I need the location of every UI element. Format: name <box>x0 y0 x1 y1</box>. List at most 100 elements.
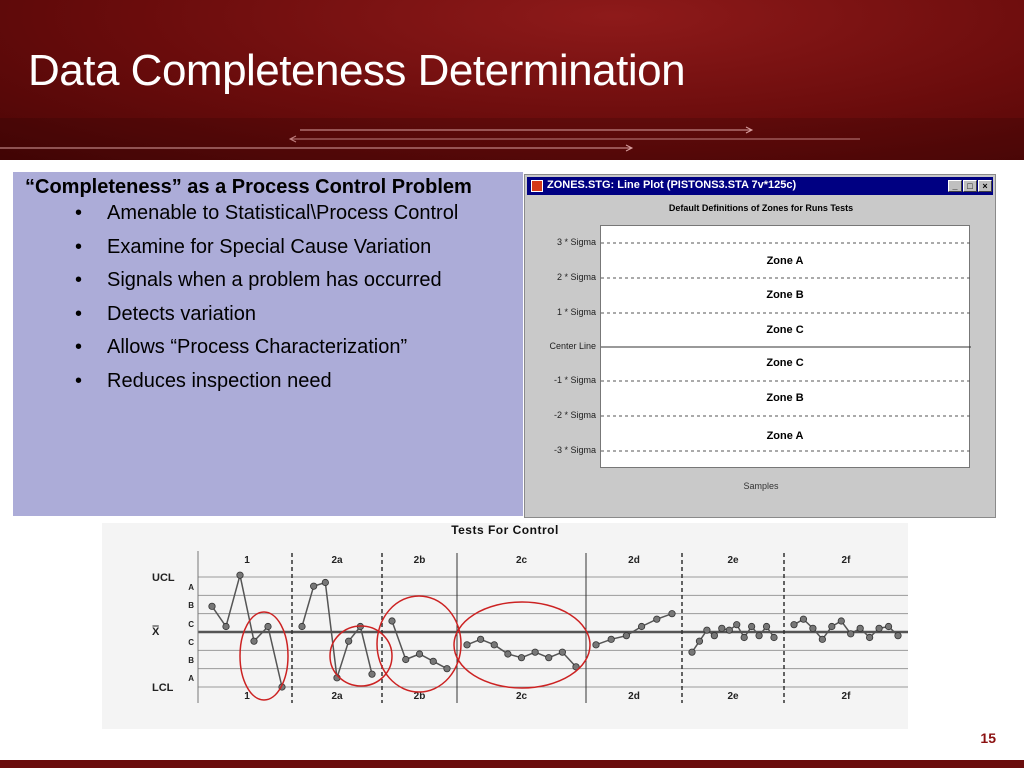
list-item: • Detects variation <box>13 303 458 337</box>
list-item: • Examine for Special Cause Variation <box>13 236 458 270</box>
app-icon <box>531 180 543 192</box>
data-point <box>688 648 696 656</box>
highlight-circle <box>329 625 393 687</box>
list-item: • Reduces inspection need <box>13 370 458 404</box>
y-label-2-sigma: 2 * Sigma <box>556 272 596 282</box>
zone-label: Zone B <box>766 392 804 404</box>
bullet-dot: • <box>75 336 83 358</box>
section-label-top: 2b <box>414 555 426 566</box>
plot-title: Default Definitions of Zones for Runs Te… <box>668 203 854 213</box>
data-point <box>875 624 883 632</box>
slide-header: Data Completeness Determination <box>0 0 1024 160</box>
list-item: • Amenable to Statistical\Process Control <box>13 202 458 236</box>
data-point <box>718 624 726 632</box>
data-point <box>884 622 893 631</box>
series-line <box>391 620 448 670</box>
bullet-panel: “Completeness” as a Process Control Prob… <box>13 172 523 516</box>
slide-title: Data Completeness Determination <box>28 46 686 95</box>
data-point <box>264 622 272 631</box>
data-point <box>558 648 566 656</box>
tests-for-control-chart: Tests For Control UCL A B C X̿ C B A LCL 1 2a 2b 2c 2… <box>102 523 908 729</box>
data-point <box>703 626 711 634</box>
bullet-text: Amenable to Statistical\Process Control <box>107 202 459 224</box>
y-label-1-sigma: 1 * Sigma <box>556 307 596 317</box>
maximize-button[interactable]: □ <box>963 180 977 192</box>
y-label-neg-1-sigma: -1 * Sigma <box>553 375 596 385</box>
bullet-dot: • <box>75 269 83 291</box>
data-point <box>388 617 396 625</box>
data-point <box>368 670 376 678</box>
data-point <box>443 665 451 673</box>
close-button[interactable]: × <box>978 180 992 192</box>
highlight-circle <box>453 601 591 689</box>
data-point <box>504 650 512 658</box>
series-line <box>595 612 673 646</box>
section-label-bottom: 2e <box>727 691 739 702</box>
data-point <box>477 635 485 643</box>
zone-label: Zone A <box>766 430 804 442</box>
y-label-neg-3-sigma: -3 * Sigma <box>553 445 596 455</box>
y-axis-label: C <box>188 620 194 629</box>
zone-label: Zone C <box>766 324 804 336</box>
header-arrows-decoration <box>0 126 860 152</box>
y-axis-label: LCL <box>152 682 174 694</box>
bullet-text: Signals when a problem has occurred <box>107 269 442 291</box>
bullet-dot: • <box>75 369 83 392</box>
data-point <box>755 632 763 640</box>
data-point <box>837 617 845 625</box>
data-point <box>415 650 424 658</box>
data-point <box>725 626 733 634</box>
data-point <box>208 602 216 610</box>
section-label-bottom: 2b <box>414 691 426 702</box>
slide-footer-bar <box>0 760 1024 768</box>
data-point <box>236 571 244 579</box>
section-label-bottom: 2f <box>842 691 852 702</box>
zone-label: Zone C <box>766 357 804 369</box>
data-point <box>298 622 306 631</box>
y-label-neg-2-sigma: -2 * Sigma <box>553 410 596 420</box>
zone-label: Zone A <box>766 255 804 267</box>
data-point <box>762 622 771 631</box>
data-point <box>740 633 748 642</box>
data-point <box>545 654 553 662</box>
y-axis-label: A <box>188 674 194 683</box>
data-point <box>790 621 798 629</box>
y-axis-label: C <box>188 638 194 647</box>
data-point <box>818 635 826 643</box>
minimize-button[interactable]: _ <box>948 180 962 192</box>
data-point <box>828 622 836 631</box>
section-label-top: 1 <box>244 555 250 566</box>
y-axis-label: B <box>188 656 194 665</box>
bullet-text: Allows “Process Characterization” <box>107 336 408 358</box>
section-label-bottom: 2a <box>331 691 343 702</box>
window-titlebar[interactable]: ZONES.STG: Line Plot (PISTONS3.STA 7v*12… <box>527 177 993 195</box>
data-point <box>310 582 318 590</box>
data-point <box>402 655 410 664</box>
bullet-text: Examine for Special Cause Variation <box>107 235 432 258</box>
data-point <box>622 632 631 640</box>
y-axis-label: A <box>188 583 194 592</box>
highlight-circle <box>239 611 289 701</box>
y-axis-label: UCL <box>152 572 175 584</box>
highlight-circle <box>376 595 462 693</box>
data-point <box>607 635 615 643</box>
data-point <box>572 663 580 671</box>
bullet-dot: • <box>75 302 83 325</box>
section-label-bottom: 2d <box>628 691 640 702</box>
data-point <box>429 657 437 665</box>
zones-plot-area <box>600 225 971 468</box>
data-point <box>668 610 676 618</box>
data-point <box>653 615 661 623</box>
data-point <box>222 622 230 631</box>
data-point <box>770 633 778 642</box>
section-label-top: 2c <box>516 555 528 566</box>
data-point <box>531 648 539 656</box>
data-point <box>321 578 329 587</box>
data-point <box>748 622 756 631</box>
section-label-top: 2a <box>331 555 343 566</box>
section-label-top: 2f <box>842 555 852 566</box>
list-item: • Signals when a problem has occurred <box>13 269 458 303</box>
data-point <box>345 637 353 645</box>
zones-gridlines <box>601 242 971 452</box>
bullet-dot: • <box>75 202 83 224</box>
